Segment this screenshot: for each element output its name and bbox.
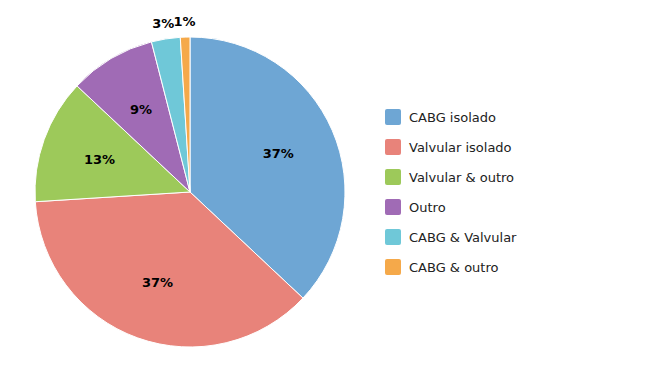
chart: 37% 37% 13% 9% 3%1% CABG isolado Valvular isol… [0, 0, 647, 376]
legend-swatch [385, 169, 401, 185]
data-label: 1% [174, 14, 196, 29]
data-label: 13% [84, 152, 115, 167]
data-labels: 37% 37% 13% 9% 3%1% [84, 14, 294, 290]
legend-label: CABG & outro [409, 260, 498, 275]
data-label: 9% [130, 102, 152, 117]
pie-slice [35, 192, 303, 347]
legend-label: Valvular isolado [409, 140, 512, 155]
legend-swatch [385, 259, 401, 275]
legend-label: Valvular & outro [409, 170, 514, 185]
legend-swatch [385, 109, 401, 125]
legend-label: Outro [409, 200, 446, 215]
data-label: 37% [142, 275, 173, 290]
legend-label: CABG isolado [409, 110, 496, 125]
legend-swatch [385, 199, 401, 215]
pie-slice [151, 37, 190, 192]
legend-swatch [385, 229, 401, 245]
legend: CABG isolado Valvular isolado Valvular & o… [385, 109, 517, 275]
pie-slice [180, 37, 190, 192]
slices [35, 37, 345, 347]
data-label: 3% [152, 16, 174, 31]
chart-container: 37% 37% 13% 9% 3%1% CABG isolado Valvular isol… [0, 0, 647, 376]
legend-label: CABG & Valvular [409, 230, 517, 245]
data-label: 37% [263, 146, 294, 161]
legend-swatch [385, 139, 401, 155]
